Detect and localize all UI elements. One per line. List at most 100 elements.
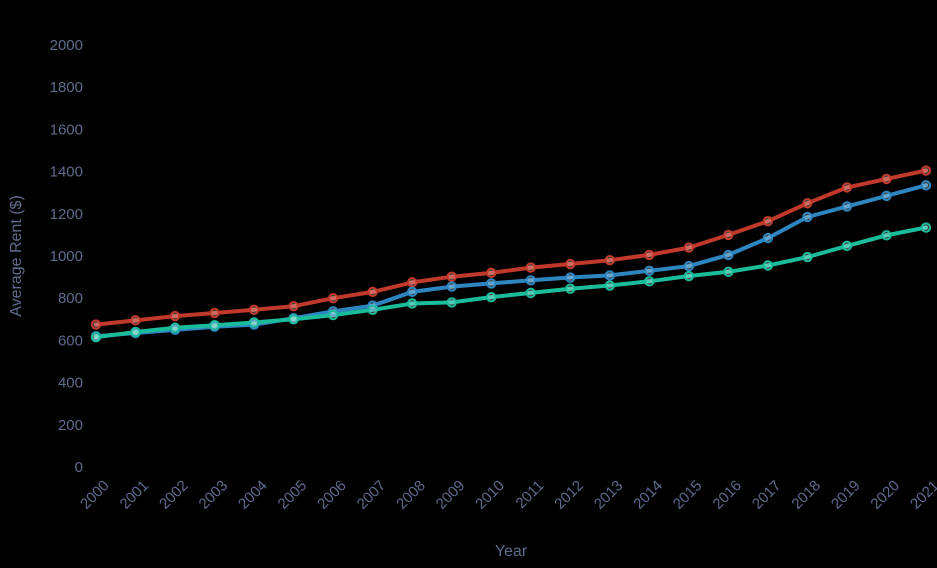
data-point-series-1[interactable] (920, 180, 932, 191)
data-point-series-0[interactable] (920, 165, 932, 176)
x-tick-label: 2012 (551, 477, 587, 513)
series-lines (94, 168, 928, 340)
data-point-series-0[interactable] (288, 301, 299, 312)
series-line-2 (94, 225, 928, 340)
data-point-series-0[interactable] (486, 267, 497, 279)
x-tick-label: 2003 (196, 477, 232, 513)
data-point-series-2[interactable] (802, 251, 813, 263)
x-tick-label: 2018 (788, 477, 824, 513)
x-tick-label: 2010 (472, 477, 508, 513)
data-point-series-0[interactable] (169, 310, 181, 322)
data-point-series-2[interactable] (446, 297, 457, 308)
y-tick-label: 200 (58, 417, 83, 434)
data-point-series-2[interactable] (525, 287, 536, 299)
x-tick-label: 2021 (907, 477, 937, 513)
x-tick-label: 2015 (670, 477, 706, 513)
x-axis-ticks: 2000 2001 2002 2003 2004 2005 2006 2007 2008 2009… (77, 477, 937, 513)
data-point-series-2[interactable] (683, 270, 695, 282)
x-tick-label: 2020 (867, 477, 903, 513)
data-point-series-2[interactable] (248, 317, 260, 328)
data-point-series-1[interactable] (723, 249, 734, 261)
data-point-series-0[interactable] (881, 173, 892, 185)
data-point-series-1[interactable] (881, 190, 892, 202)
data-point-series-0[interactable] (762, 215, 774, 227)
data-point-series-1[interactable] (446, 281, 457, 292)
data-point-series-0[interactable] (406, 277, 418, 288)
x-tick-label: 2000 (77, 477, 113, 513)
data-point-series-2[interactable] (169, 322, 181, 333)
data-point-series-0[interactable] (525, 262, 536, 273)
data-point-series-2[interactable] (288, 314, 299, 325)
data-point-series-0[interactable] (327, 293, 339, 304)
x-tick-label: 2004 (235, 477, 271, 513)
data-point-series-1[interactable] (565, 272, 576, 283)
data-point-series-0[interactable] (604, 255, 616, 266)
x-axis-title: Year (495, 543, 528, 560)
y-tick-label: 1000 (50, 248, 83, 265)
x-tick-label: 2007 (354, 477, 390, 513)
data-point-series-2[interactable] (604, 280, 616, 291)
data-point-series-0[interactable] (209, 307, 220, 319)
data-point-series-0[interactable] (723, 229, 734, 241)
x-tick-label: 2005 (275, 477, 311, 513)
y-tick-label: 1400 (50, 164, 83, 181)
x-tick-label: 2011 (513, 477, 548, 512)
y-tick-label: 2000 (50, 37, 83, 54)
data-point-series-0[interactable] (90, 319, 102, 330)
data-point-series-2[interactable] (486, 291, 497, 303)
y-tick-label: 0 (75, 459, 83, 476)
data-point-series-0[interactable] (565, 258, 576, 270)
data-point-series-2[interactable] (723, 266, 734, 278)
data-point-series-2[interactable] (367, 304, 378, 316)
data-point-series-1[interactable] (841, 201, 853, 212)
x-tick-label: 2002 (156, 477, 192, 513)
data-point-series-1[interactable] (644, 265, 655, 276)
data-point-series-2[interactable] (406, 298, 418, 309)
data-point-series-0[interactable] (802, 198, 813, 209)
data-point-series-0[interactable] (446, 271, 457, 282)
data-point-series-0[interactable] (130, 315, 141, 326)
data-point-series-2[interactable] (644, 276, 655, 287)
data-point-series-2[interactable] (565, 283, 576, 294)
x-tick-label: 2016 (709, 477, 745, 513)
data-point-series-2[interactable] (762, 260, 774, 271)
data-point-series-2[interactable] (209, 320, 220, 331)
y-tick-label: 600 (58, 332, 83, 349)
y-axis-title: Average Rent ($) (8, 195, 25, 317)
y-tick-label: 1200 (50, 206, 83, 223)
x-tick-label: 2013 (591, 477, 627, 513)
data-point-series-2[interactable] (130, 326, 141, 338)
data-point-series-0[interactable] (683, 242, 695, 253)
data-point-series-1[interactable] (802, 211, 813, 223)
x-tick-label: 2001 (117, 477, 153, 513)
data-point-series-0[interactable] (367, 286, 378, 298)
data-point-series-1[interactable] (762, 232, 774, 244)
data-point-series-1[interactable] (406, 286, 418, 298)
data-point-series-2[interactable] (90, 332, 102, 343)
y-tick-label: 1800 (50, 79, 83, 96)
x-tick-label: 2017 (749, 477, 785, 513)
y-tick-label: 400 (58, 375, 83, 392)
y-tick-label: 1600 (50, 121, 83, 138)
data-point-series-2[interactable] (327, 309, 339, 321)
data-point-series-1[interactable] (486, 278, 497, 289)
data-point-series-1[interactable] (683, 260, 695, 272)
x-tick-label: 2006 (314, 477, 350, 513)
data-point-series-0[interactable] (248, 304, 260, 316)
data-point-series-0[interactable] (644, 249, 655, 261)
x-tick-label: 2014 (630, 477, 666, 513)
y-tick-label: 800 (58, 290, 83, 307)
data-point-series-2[interactable] (920, 222, 932, 233)
series-points (90, 165, 932, 343)
data-point-series-2[interactable] (841, 240, 853, 252)
y-axis-ticks: 0 200 400 600 800 1000 1200 1400 1600 1800 2000 (50, 37, 83, 476)
data-point-series-0[interactable] (841, 182, 853, 193)
x-tick-label: 2008 (393, 477, 429, 513)
x-tick-label: 2019 (828, 477, 864, 513)
data-point-series-1[interactable] (604, 270, 616, 281)
data-point-series-1[interactable] (525, 275, 536, 286)
x-tick-label: 2009 (433, 477, 469, 513)
data-point-series-2[interactable] (881, 230, 892, 241)
